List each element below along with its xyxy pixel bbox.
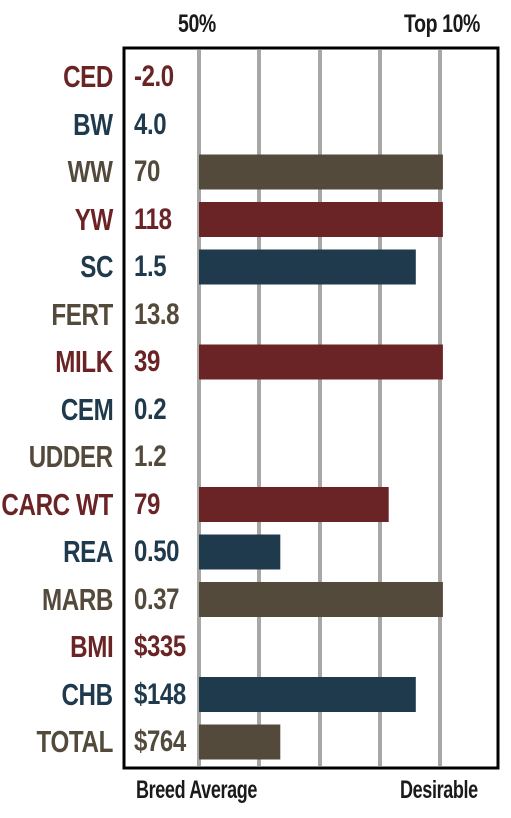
footer-left-label: Breed Average (136, 776, 258, 804)
chart-frame (122, 46, 500, 770)
bar (199, 154, 443, 190)
bar (199, 677, 416, 712)
category-label: WW (68, 154, 113, 189)
footer-right-label: Desirable (400, 776, 478, 804)
category-label: YW (74, 201, 114, 237)
value-label: 0.50 (134, 535, 180, 568)
category-label: SC (80, 249, 113, 284)
category-label: MARB (42, 581, 113, 617)
category-label: UDDER (28, 439, 113, 474)
value-label: 0.37 (134, 582, 180, 616)
category-label: CEM (60, 391, 113, 427)
value-label: 1.5 (134, 250, 167, 283)
bar (199, 724, 281, 760)
value-label: 4.0 (134, 107, 167, 141)
category-label: CARC WT (1, 486, 114, 522)
category-label: TOTAL (36, 724, 114, 759)
value-label: 39 (134, 345, 160, 378)
value-label: 70 (134, 155, 160, 188)
bar (199, 344, 443, 380)
bar (199, 487, 389, 522)
bar (199, 202, 443, 237)
header-left-label: 50% (178, 10, 216, 38)
category-label: REA (63, 534, 113, 569)
category-label: BMI (69, 629, 114, 664)
value-label: $335 (134, 630, 186, 663)
category-label: CED (63, 59, 113, 94)
value-label: $148 (134, 677, 186, 711)
value-label: 1.2 (134, 440, 167, 473)
header-right-label: Top 10% (404, 10, 481, 38)
category-label: MILK (55, 344, 113, 379)
value-label: 79 (134, 487, 160, 521)
bar (199, 534, 281, 570)
value-label: 13.8 (134, 297, 180, 331)
category-label: CHB (61, 676, 114, 712)
category-label: FERT (51, 296, 113, 332)
value-label: 118 (134, 202, 172, 236)
bar (199, 249, 416, 285)
value-label: 0.2 (134, 392, 167, 426)
category-label: BW (73, 106, 113, 142)
bar (199, 582, 443, 617)
value-label: $764 (134, 725, 186, 758)
value-label: -2.0 (134, 60, 174, 93)
